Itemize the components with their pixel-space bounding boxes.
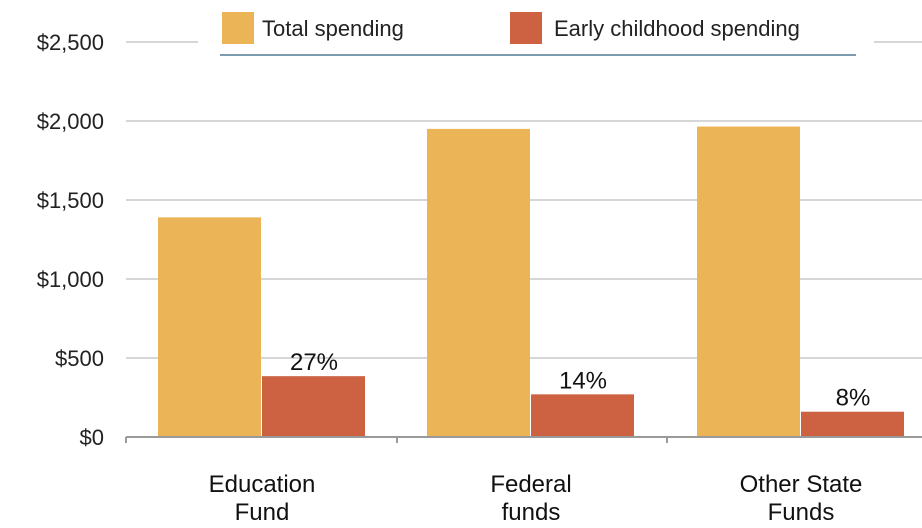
legend: Total spending Early childhood spending bbox=[198, 12, 874, 60]
legend-swatch bbox=[222, 12, 254, 44]
total-spending-bar bbox=[697, 126, 800, 437]
data-labels: 27% 14% 8% bbox=[290, 349, 870, 412]
category-label: Funds bbox=[768, 499, 835, 526]
early-childhood-bar bbox=[531, 394, 634, 437]
total-spending-bar bbox=[158, 217, 261, 437]
category-label: Education bbox=[209, 471, 316, 498]
category-label: funds bbox=[502, 499, 561, 526]
legend-label: Early childhood spending bbox=[554, 16, 800, 41]
data-label: 14% bbox=[559, 367, 607, 394]
category-label: Other State bbox=[740, 471, 863, 498]
early-childhood-bar bbox=[801, 411, 904, 437]
early-childhood-bar bbox=[262, 376, 365, 437]
y-axis-ticks: $0 $500 $1,000 $1,500 $2,000 $2,500 bbox=[37, 30, 104, 450]
total-spending-bar bbox=[427, 128, 530, 437]
data-label: 27% bbox=[290, 349, 338, 376]
legend-label: Total spending bbox=[262, 16, 404, 41]
data-label: 8% bbox=[836, 385, 871, 412]
y-tick-label: $1,500 bbox=[37, 188, 104, 213]
y-tick-label: $1,000 bbox=[37, 267, 104, 292]
y-tick-label: $0 bbox=[80, 425, 104, 450]
y-tick-label: $2,000 bbox=[37, 109, 104, 134]
x-axis bbox=[125, 436, 922, 443]
y-tick-label: $2,500 bbox=[37, 30, 104, 55]
legend-swatch bbox=[510, 12, 542, 44]
bars bbox=[158, 126, 904, 437]
category-label: Fund bbox=[235, 499, 290, 526]
category-label: Federal bbox=[490, 471, 571, 498]
y-tick-label: $500 bbox=[55, 346, 104, 371]
